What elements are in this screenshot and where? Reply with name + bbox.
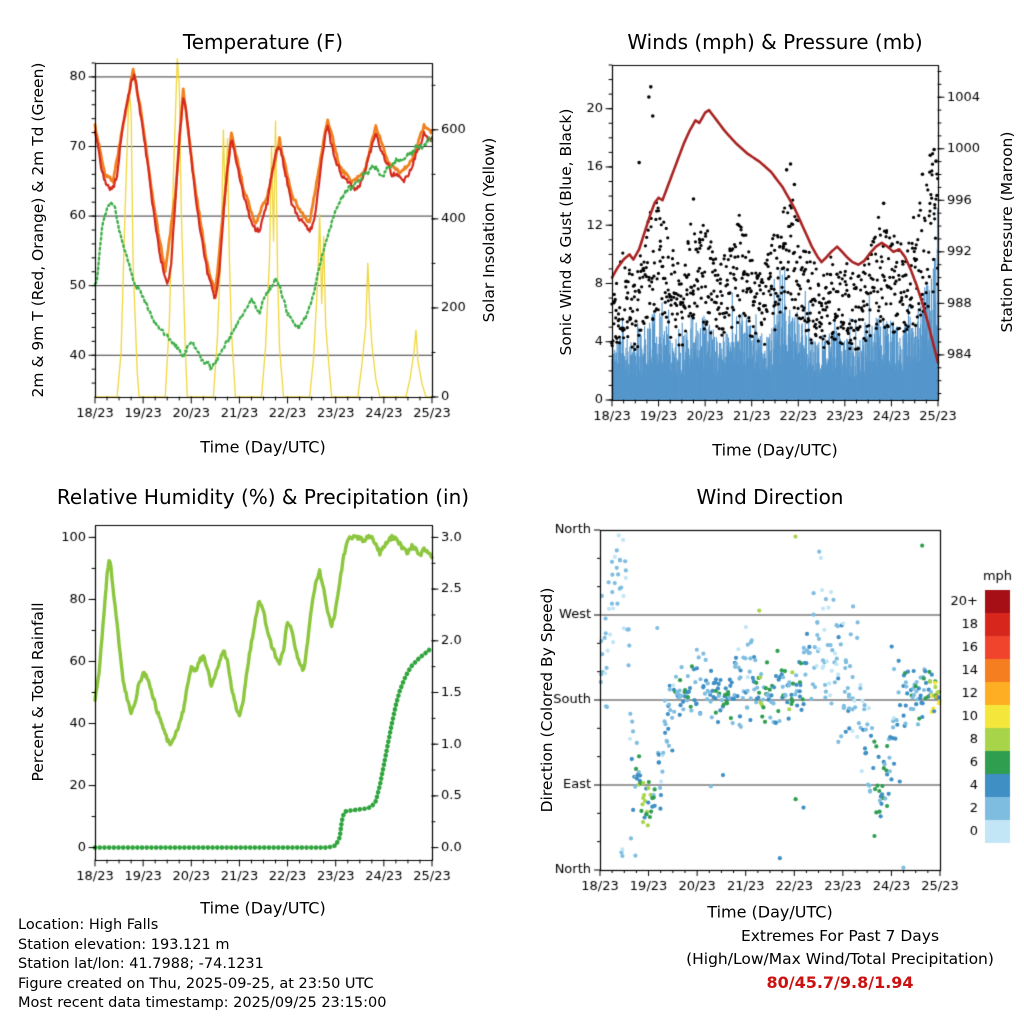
- extremes-values: 80/45.7/9.8/1.94: [766, 973, 914, 992]
- humidity-precip-chart-canvas: [0, 470, 512, 920]
- temperature-chart-title: Temperature (F): [182, 30, 344, 54]
- winds-ylabel-right: Station Pressure (Maroon): [998, 131, 1016, 333]
- humidity-xlabel: Time (Day/UTC): [200, 898, 326, 918]
- station-info: Location: High Falls Station elevation: …: [18, 916, 386, 1014]
- station-location: Location: High Falls: [18, 917, 159, 933]
- wind-direction-chart-canvas: [512, 470, 1024, 920]
- winds-pressure-chart-canvas: [512, 0, 1024, 470]
- wind-direction-chart-title: Wind Direction: [696, 485, 844, 509]
- wind-direction-ylabel-left: Direction (Colored By Speed): [538, 587, 556, 813]
- winds-xlabel: Time (Day/UTC): [712, 440, 838, 460]
- humidity-precip-chart-title: Relative Humidity (%) & Precipitation (i…: [56, 485, 470, 509]
- figure-created-timestamp: Figure created on Thu, 2025-09-25, at 23…: [18, 975, 374, 992]
- temperature-xlabel: Time (Day/UTC): [200, 437, 326, 457]
- most-recent-data-timestamp: Most recent data timestamp: 2025/09/25 2…: [18, 995, 387, 1011]
- winds-pressure-chart-title: Winds (mph) & Pressure (mb): [627, 30, 923, 54]
- station-elevation: Station elevation: 193.121 m: [18, 936, 230, 953]
- temperature-chart-canvas: [0, 0, 512, 470]
- humidity-ylabel-left: Percent & Total Rainfall: [29, 602, 47, 782]
- extremes-title: Extremes For Past 7 Days: [740, 927, 940, 945]
- temperature-ylabel-right: Solar Insolation (Yellow): [480, 137, 498, 323]
- winds-ylabel-left: Sonic Wind & Gust (Blue, Black): [557, 108, 575, 356]
- temperature-ylabel-left: 2m & 9m T (Red, Orange) & 2m Td (Green): [29, 62, 47, 398]
- wind-direction-xlabel: Time (Day/UTC): [707, 902, 833, 922]
- extremes-subtitle: (High/Low/Max Wind/Total Precipitation): [686, 950, 994, 968]
- extremes-block: Extremes For Past 7 Days (High/Low/Max W…: [640, 925, 1024, 994]
- station-latlon: Station lat/lon: 41.7988; -74.1231: [18, 956, 264, 972]
